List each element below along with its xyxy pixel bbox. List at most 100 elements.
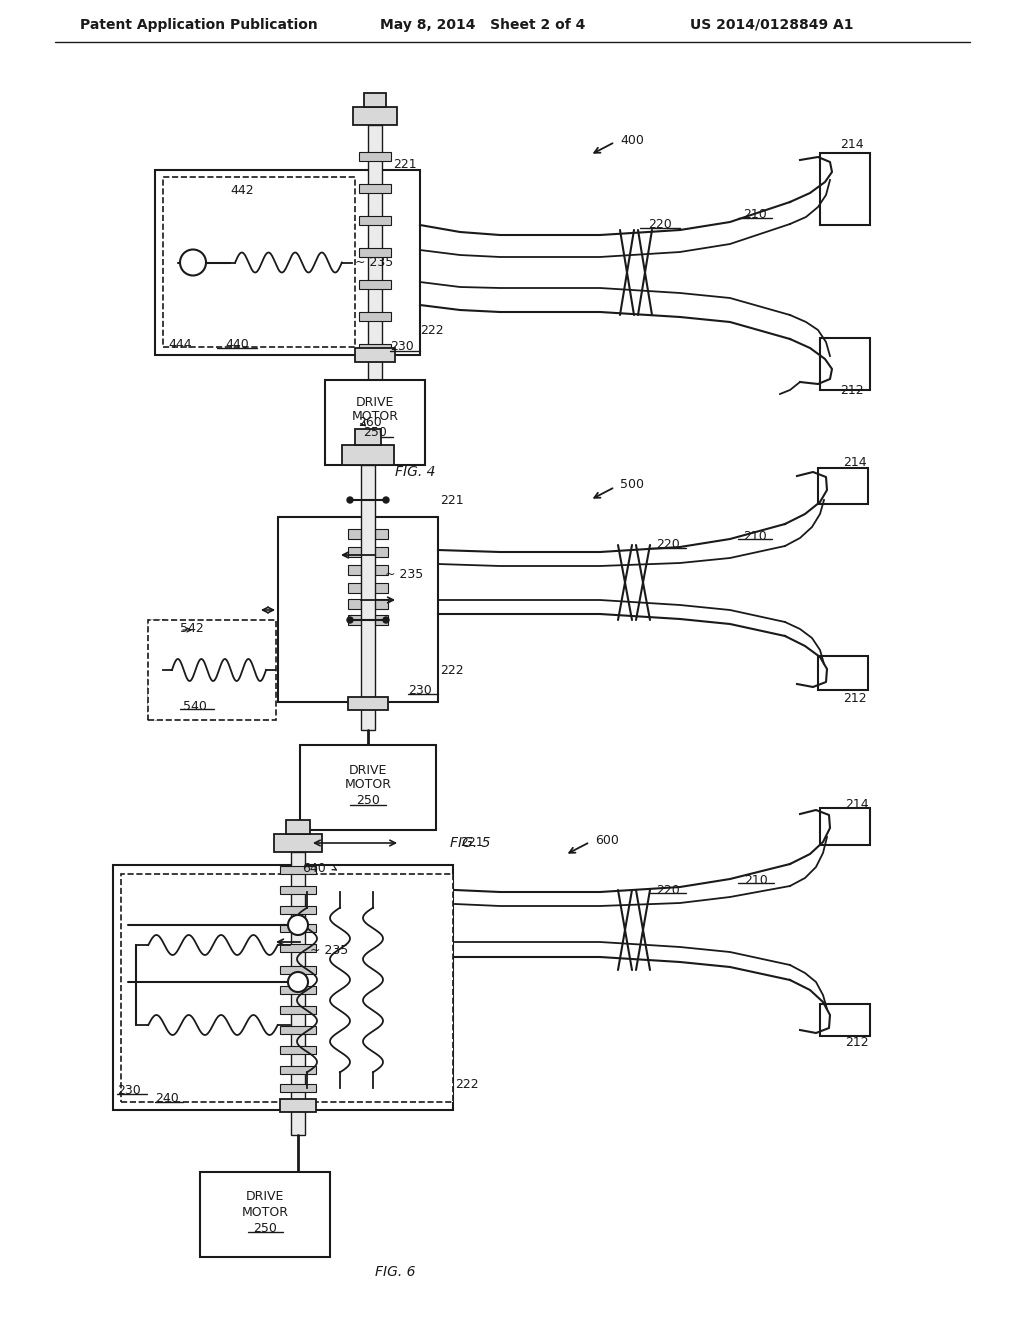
Text: FIG. 6: FIG. 6 <box>375 1265 416 1279</box>
Text: 230: 230 <box>390 341 414 354</box>
Text: 250: 250 <box>253 1221 276 1234</box>
Bar <box>820 338 870 389</box>
Text: 214: 214 <box>845 797 868 810</box>
Text: Patent Application Publication: Patent Application Publication <box>80 18 317 32</box>
Bar <box>148 620 163 719</box>
Text: 212: 212 <box>843 692 866 705</box>
Bar <box>359 248 391 257</box>
Text: 221: 221 <box>440 494 464 507</box>
Bar <box>113 865 453 1110</box>
Bar <box>280 1045 316 1053</box>
Text: 444: 444 <box>168 338 191 351</box>
Bar <box>361 465 375 730</box>
Bar <box>325 380 425 465</box>
Bar <box>348 546 388 557</box>
Text: MOTOR: MOTOR <box>344 779 391 792</box>
Bar <box>348 529 388 539</box>
Bar <box>155 170 420 355</box>
Bar <box>818 656 868 690</box>
Bar <box>121 874 136 1102</box>
Text: 230: 230 <box>117 1084 140 1097</box>
Bar <box>280 866 316 874</box>
Bar <box>300 744 436 830</box>
Bar <box>818 469 868 504</box>
Text: US 2014/0128849 A1: US 2014/0128849 A1 <box>690 18 853 32</box>
Text: 600: 600 <box>595 833 618 846</box>
Bar <box>359 343 391 352</box>
Circle shape <box>288 972 308 993</box>
Text: 230: 230 <box>408 684 432 697</box>
Text: FIG. 5: FIG. 5 <box>450 836 490 850</box>
Text: DRIVE: DRIVE <box>355 396 394 408</box>
Bar <box>359 152 391 161</box>
Bar <box>348 697 388 710</box>
Text: 210: 210 <box>744 874 768 887</box>
Text: 220: 220 <box>648 219 672 231</box>
Text: 640: 640 <box>302 862 326 874</box>
Text: May 8, 2014   Sheet 2 of 4: May 8, 2014 Sheet 2 of 4 <box>380 18 586 32</box>
Bar <box>820 1005 870 1036</box>
Text: MOTOR: MOTOR <box>242 1205 289 1218</box>
Circle shape <box>347 498 353 503</box>
Text: 400: 400 <box>620 133 644 147</box>
Bar <box>353 107 397 125</box>
Bar <box>280 1100 316 1111</box>
Bar <box>280 1026 316 1034</box>
Circle shape <box>383 616 389 623</box>
Bar <box>280 1084 316 1092</box>
Bar <box>342 445 394 465</box>
Text: 210: 210 <box>743 209 767 222</box>
Bar <box>295 874 453 1102</box>
Text: 500: 500 <box>620 479 644 491</box>
Bar <box>348 615 388 624</box>
Text: 220: 220 <box>656 883 680 896</box>
Bar <box>280 986 316 994</box>
Text: 540: 540 <box>183 700 207 713</box>
Bar <box>820 808 870 845</box>
Bar <box>280 944 316 952</box>
Bar <box>295 874 453 888</box>
Text: MOTOR: MOTOR <box>351 411 398 424</box>
Text: 240: 240 <box>155 1092 179 1105</box>
Bar <box>280 1067 316 1074</box>
Text: ~ 235: ~ 235 <box>355 256 393 269</box>
Text: DRIVE: DRIVE <box>349 763 387 776</box>
Text: 210: 210 <box>743 529 767 543</box>
Bar <box>280 924 316 932</box>
Bar <box>359 312 391 321</box>
Bar <box>359 216 391 226</box>
Text: ~ 235: ~ 235 <box>385 569 423 582</box>
Text: 212: 212 <box>840 384 863 396</box>
Text: 542: 542 <box>180 622 204 635</box>
Bar <box>148 620 276 719</box>
Text: 222: 222 <box>420 323 443 337</box>
Text: 222: 222 <box>440 664 464 676</box>
Text: 221: 221 <box>460 836 483 849</box>
Bar <box>355 348 395 362</box>
Text: DRIVE: DRIVE <box>246 1191 285 1204</box>
Bar <box>121 874 296 1102</box>
Bar <box>280 886 316 894</box>
Bar <box>355 429 381 445</box>
Text: 214: 214 <box>840 139 863 152</box>
Bar <box>286 820 310 834</box>
Bar <box>291 851 305 1135</box>
Text: 250: 250 <box>364 426 387 440</box>
Text: 442: 442 <box>230 183 254 197</box>
Text: FIG. 4: FIG. 4 <box>395 465 435 479</box>
Bar <box>348 583 388 593</box>
Text: 250: 250 <box>356 795 380 808</box>
Bar <box>348 599 388 609</box>
Bar <box>295 1088 453 1102</box>
Bar <box>364 92 386 107</box>
Text: 260: 260 <box>358 417 382 429</box>
Bar <box>280 1006 316 1014</box>
Text: 440: 440 <box>225 338 249 351</box>
Circle shape <box>347 616 353 623</box>
Text: ~ 235: ~ 235 <box>310 944 348 957</box>
Bar <box>278 517 438 702</box>
Circle shape <box>288 915 308 935</box>
Bar <box>820 153 870 224</box>
Bar <box>348 565 388 576</box>
Text: 214: 214 <box>843 457 866 470</box>
